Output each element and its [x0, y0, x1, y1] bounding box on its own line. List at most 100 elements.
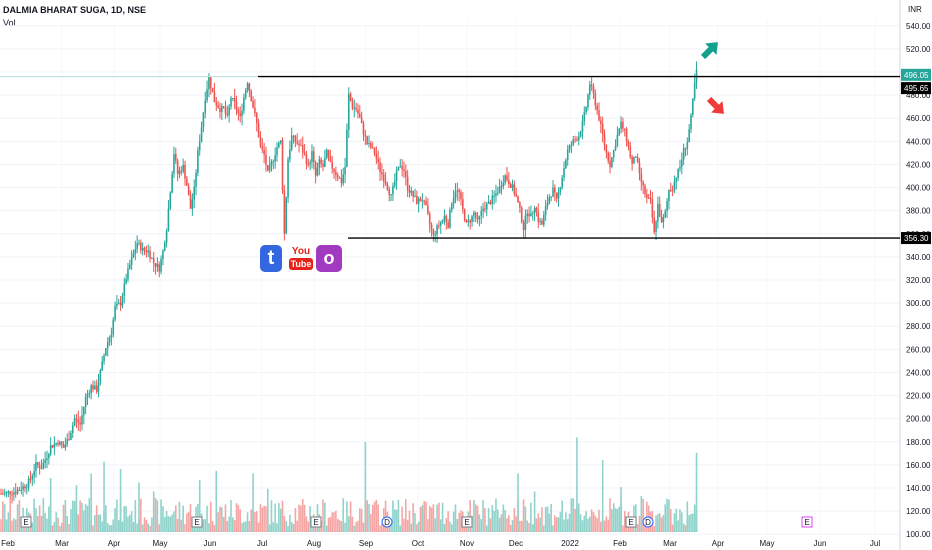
candle-body [320, 159, 322, 164]
candle-body [449, 209, 451, 228]
candle-body [690, 114, 692, 130]
candle-body [520, 207, 523, 223]
candle-body [623, 128, 626, 130]
candle-body [276, 147, 278, 156]
candle-body [70, 433, 72, 440]
volume-bar [425, 502, 427, 532]
candle-body [18, 490, 21, 492]
volume-bar [243, 521, 245, 532]
volume-bar [99, 514, 102, 532]
x-tick-label: Feb [613, 539, 627, 548]
currency-unit-label: INR [908, 5, 922, 14]
volume-bar [399, 525, 402, 532]
candle-body [526, 213, 529, 217]
instagram-icon[interactable]: o [316, 245, 342, 272]
candle-body [123, 283, 126, 297]
volume-bar [408, 510, 411, 532]
candle-body [487, 201, 490, 204]
candle-body [664, 211, 667, 218]
volume-bar [272, 522, 275, 532]
candle-body [373, 147, 376, 154]
candle-body [583, 112, 586, 122]
volume-bar [502, 504, 505, 532]
support-price-tag: 356.30 [904, 234, 929, 243]
last-price-tag: 496.05 [904, 71, 929, 80]
candle-body [430, 224, 433, 230]
event-marker-label: E [628, 518, 633, 527]
candle-body [364, 134, 367, 137]
candle-body [451, 203, 453, 210]
candle-body [292, 135, 295, 137]
volume-bar [70, 509, 72, 532]
candle-body [285, 197, 287, 234]
tumblr-icon[interactable]: t [260, 245, 282, 272]
volume-bar [289, 514, 291, 532]
candle-body [154, 263, 157, 267]
resistance-price-tag: 495.65 [904, 84, 929, 93]
candle-body [585, 107, 587, 113]
volume-bar [377, 504, 379, 532]
y-tick-label: 420.00 [906, 160, 931, 169]
volume-bar [186, 513, 188, 532]
volume-bar [478, 514, 481, 532]
volume-bar [614, 508, 617, 532]
candle-body [603, 134, 606, 146]
volume-label: Vol [3, 18, 16, 28]
candle-body [589, 84, 591, 95]
candle-body [325, 149, 328, 159]
volume-bar [373, 501, 376, 532]
candle-body [40, 468, 43, 470]
candle-body [476, 217, 479, 220]
candle-body [140, 242, 142, 251]
volume-bar [261, 507, 264, 532]
volume-bar [209, 501, 212, 532]
candle-body [327, 149, 330, 157]
volume-bar [371, 504, 374, 532]
volume-bar [309, 506, 311, 532]
volume-bar [108, 525, 111, 532]
earnings-marker [461, 516, 473, 528]
volume-bar [206, 505, 208, 532]
volume-bar [279, 508, 282, 532]
volume-bar [325, 525, 328, 532]
symbol-title: DALMIA BHARAT SUGA, 1D, NSE [3, 5, 147, 15]
volume-bar [366, 500, 368, 532]
volume-bar [344, 522, 346, 532]
volume-bar [438, 502, 440, 532]
candle-body [566, 149, 569, 161]
volume-bar [57, 517, 59, 532]
candle-body [393, 181, 396, 186]
candle-body [187, 185, 190, 196]
volume-bar [544, 507, 547, 532]
volume-bar [458, 512, 460, 532]
volume-bar [270, 500, 273, 532]
volume-bar [287, 525, 289, 532]
volume-bar [241, 522, 243, 532]
candle-body [675, 177, 678, 182]
candle-body [22, 486, 24, 490]
candle-body [491, 195, 494, 204]
volume-bar [53, 521, 56, 532]
volume-bar [520, 521, 523, 532]
candle-body [143, 247, 146, 251]
youtube-icon[interactable]: You Tube [288, 245, 314, 272]
candle-body [241, 110, 243, 117]
candle-body [138, 242, 140, 244]
candle-body [73, 418, 76, 426]
candle-body [110, 334, 113, 338]
volume-bar [121, 521, 124, 532]
volume-bar [550, 503, 552, 532]
volume-bar [333, 512, 335, 532]
candle-body [298, 143, 300, 146]
candle-body [90, 385, 92, 394]
candle-body [230, 98, 232, 107]
candle-body [425, 200, 427, 206]
candle-body [646, 194, 648, 198]
candle-body [635, 156, 637, 158]
candle-body [554, 187, 556, 193]
volume-bar [132, 522, 135, 532]
volume-bar [583, 515, 586, 532]
y-tick-label: 520.00 [906, 45, 931, 54]
candle-body [382, 174, 385, 182]
